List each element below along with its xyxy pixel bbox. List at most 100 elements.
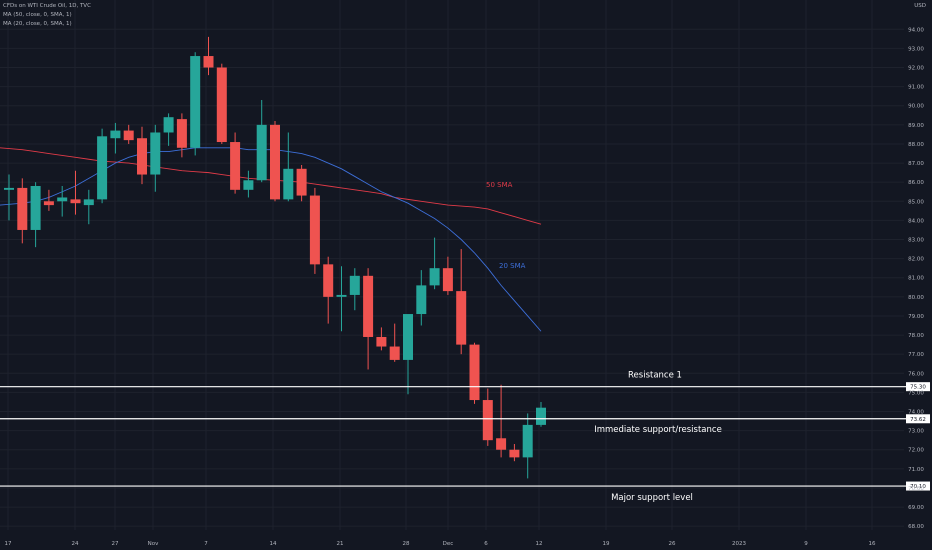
candle	[17, 178, 28, 244]
candle	[482, 388, 493, 446]
candle-body	[243, 180, 254, 190]
price-tick-label: 71.00	[908, 467, 924, 473]
time-tick-label: 16	[869, 541, 876, 547]
candle	[509, 444, 520, 462]
price-tick-label: 79.00	[908, 314, 924, 320]
price-tick-label: 93.00	[908, 46, 924, 52]
candle	[97, 128, 108, 204]
price-tick-label: 81.00	[908, 276, 924, 282]
candle-body	[110, 130, 121, 139]
level-price-tag-label: 75.30	[910, 385, 926, 391]
level-price-tag	[906, 414, 930, 424]
candle-body	[43, 201, 54, 206]
candle	[190, 52, 201, 156]
candle-body	[150, 132, 161, 175]
candle	[456, 249, 467, 355]
time-tick-label: 7	[204, 541, 208, 547]
candle	[389, 323, 400, 362]
candle-body	[416, 285, 427, 315]
level-label: Major support level	[611, 493, 693, 503]
level-price-tag	[906, 481, 930, 491]
candle-body	[363, 275, 374, 337]
time-tick-label: Nov	[148, 541, 159, 547]
time-tick-label: 26	[669, 541, 676, 547]
candle-body	[496, 438, 507, 450]
candle-body	[336, 294, 347, 297]
candle	[57, 186, 68, 217]
time-tick-label: 24	[72, 541, 79, 547]
level-price-tag-label: 73.62	[910, 417, 926, 423]
candle-body	[389, 346, 400, 360]
candle	[163, 113, 174, 146]
series-label: 20 SMA	[499, 262, 526, 270]
candle	[296, 164, 307, 202]
candle	[137, 126, 147, 185]
candle-body	[309, 195, 320, 265]
candle	[30, 182, 41, 248]
candle-body	[4, 187, 14, 190]
candle	[469, 342, 480, 404]
level-price-tag	[906, 382, 930, 392]
price-tick-label: 80.00	[908, 295, 924, 301]
level-label: Resistance 1	[628, 371, 682, 381]
candle	[176, 113, 187, 158]
candle	[522, 413, 533, 479]
candle-body	[216, 67, 227, 143]
candle-body	[83, 199, 94, 206]
time-tick-label: 2023	[732, 541, 746, 547]
price-tick-label: 86.00	[908, 180, 924, 186]
candle-body	[429, 268, 440, 286]
ma20-legend[interactable]: MA (20, close, 0, SMA, 1)	[3, 21, 72, 27]
candle	[349, 268, 360, 311]
candle-body	[137, 138, 147, 175]
level-label: Immediate support/resistance	[594, 425, 722, 435]
candle	[416, 270, 427, 326]
time-tick-label: 9	[804, 541, 808, 547]
candle-body	[323, 264, 334, 297]
time-axis[interactable]: 17 24 27 Nov 7 14 21 28 Dec 6 12 19 26 2023 9 16	[5, 541, 876, 547]
candle-body	[17, 187, 28, 230]
candle	[256, 100, 267, 183]
price-tick-label: 68.00	[908, 524, 924, 530]
price-tick-label: 88.00	[908, 142, 924, 148]
time-tick-label: 14	[270, 541, 277, 547]
candle-body	[190, 56, 201, 148]
price-tick-label: 70.00	[908, 486, 924, 492]
symbol-title[interactable]: CFDs on WTI Crude Oil, 1D, TVC	[3, 3, 91, 9]
price-tick-label: 78.00	[908, 333, 924, 339]
time-tick-label: 17	[5, 541, 12, 547]
price-tick-label: 76.00	[908, 371, 924, 377]
price-tick-label: 91.00	[908, 85, 924, 91]
candles	[4, 36, 546, 479]
price-tick-label: 75.00	[908, 390, 924, 396]
price-tick-label: 84.00	[908, 218, 924, 224]
candle	[4, 174, 14, 221]
candle	[83, 189, 94, 225]
candle-body	[163, 117, 174, 133]
price-tick-label: 89.00	[908, 123, 924, 129]
candle	[150, 124, 161, 192]
candle	[403, 314, 413, 395]
candle	[309, 187, 320, 274]
candle-body	[376, 336, 387, 347]
time-tick-label: 19	[603, 541, 610, 547]
candle-body	[30, 186, 41, 230]
candle-body	[469, 344, 480, 401]
candle	[243, 170, 254, 198]
time-tick-label: 21	[337, 541, 344, 547]
candle-body	[70, 199, 81, 204]
candle	[230, 132, 241, 194]
candle	[323, 256, 334, 324]
price-tick-label: 72.00	[908, 448, 924, 454]
chart-legend: CFDs on WTI Crude Oil, 1D, TVC MA (50, c…	[3, 2, 91, 29]
ma50-legend[interactable]: MA (50, close, 0, SMA, 1)	[3, 12, 72, 18]
candle	[429, 237, 440, 290]
price-tick-label: 82.00	[908, 257, 924, 263]
price-axis[interactable]: 68.00 69.00 70.00 71.00 72.00 73.00 74.00 75.00…	[908, 27, 924, 530]
currency-label: USD	[914, 3, 926, 9]
price-tick-label: 92.00	[908, 66, 924, 72]
price-tick-label: 90.00	[908, 104, 924, 110]
price-tick-label: 85.00	[908, 199, 924, 205]
